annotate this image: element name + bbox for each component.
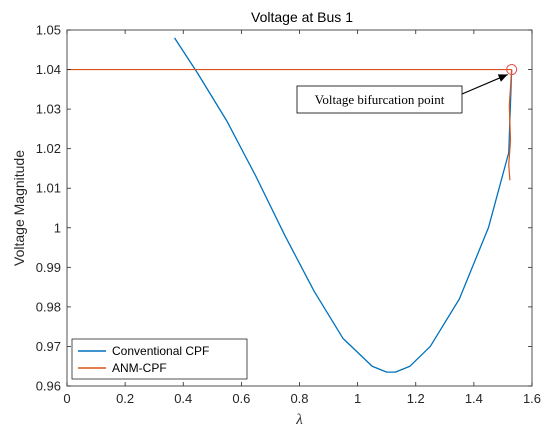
annotation-layer: Voltage bifurcation point [296,64,518,114]
annotation-text: Voltage bifurcation point [315,92,445,107]
y-tick-label: 1.04 [36,62,61,77]
y-tick-label: 1.05 [36,23,61,38]
x-tick-label: 1.4 [465,391,483,406]
y-tick-label: 1.03 [36,102,61,117]
bifurcation-marker [506,64,518,76]
y-tick-label: 0.98 [36,299,61,314]
series-line-conventional-cpf [173,37,513,373]
annotation-arrow-head [497,74,508,82]
x-axis-label: λ [295,412,303,428]
legend-label-anm-cpf: ANM-CPF [112,361,167,375]
x-tick-label: 0.4 [174,391,192,406]
y-axis-label: Voltage Magnitude [11,150,27,266]
x-tick-label: 0.6 [232,391,250,406]
legend-box [71,338,248,380]
tick-layer: 0 0.2 0.4 0.6 0.8 1 1.2 1.4 1.6 0.96 0.97 0.98 0.99 1… [36,23,541,407]
y-tick-label: 0.99 [36,260,61,275]
y-tick-label: 1.02 [36,141,61,156]
series-line-anm-cpf-segment-2 [508,69,513,181]
y-tick-label: 1.01 [36,181,61,196]
annotation-box [296,85,463,114]
series-layer [67,37,513,373]
x-tick-label: 0.8 [290,391,308,406]
plot-frame [66,29,533,387]
legend: Conventional CPF ANM-CPF [71,338,248,380]
x-tick-label: 1 [354,391,361,406]
x-tick-label: 0 [63,391,70,406]
y-tick-label: 1 [54,220,61,235]
legend-label-conventional-cpf: Conventional CPF [112,344,209,358]
y-tick-label: 0.96 [36,379,61,394]
x-tick-label: 1.6 [523,391,541,406]
chart-title: Voltage at Bus 1 [251,9,353,25]
x-tick-label: 1.2 [407,391,425,406]
y-tick-label: 0.97 [36,339,61,354]
x-tick-label: 0.2 [116,391,134,406]
